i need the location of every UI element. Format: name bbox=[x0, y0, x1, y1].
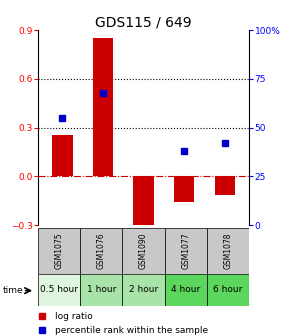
Bar bbox=[165, 228, 207, 274]
Text: log ratio: log ratio bbox=[55, 311, 93, 321]
Bar bbox=[174, 176, 194, 202]
Bar bbox=[207, 274, 249, 306]
Bar bbox=[38, 228, 80, 274]
Bar bbox=[80, 274, 122, 306]
Text: GSM1078: GSM1078 bbox=[224, 233, 232, 269]
Bar bbox=[80, 228, 122, 274]
Bar bbox=[122, 228, 165, 274]
Text: 4 hour: 4 hour bbox=[171, 285, 200, 294]
Text: 0.5 hour: 0.5 hour bbox=[40, 285, 78, 294]
Bar bbox=[133, 176, 154, 234]
Text: GSM1077: GSM1077 bbox=[181, 233, 190, 269]
Text: 1 hour: 1 hour bbox=[87, 285, 116, 294]
Text: GSM1075: GSM1075 bbox=[55, 233, 64, 269]
Bar bbox=[214, 176, 235, 195]
Bar bbox=[93, 38, 113, 176]
Text: 6 hour: 6 hour bbox=[213, 285, 243, 294]
Title: GDS115 / 649: GDS115 / 649 bbox=[95, 15, 192, 29]
Text: 2 hour: 2 hour bbox=[129, 285, 158, 294]
Bar bbox=[38, 274, 80, 306]
Text: GSM1076: GSM1076 bbox=[97, 233, 106, 269]
Bar bbox=[122, 274, 165, 306]
Bar bbox=[52, 135, 73, 176]
Text: time: time bbox=[3, 286, 23, 295]
Bar bbox=[207, 228, 249, 274]
Text: percentile rank within the sample: percentile rank within the sample bbox=[55, 326, 208, 335]
Text: GSM1090: GSM1090 bbox=[139, 233, 148, 269]
Bar bbox=[165, 274, 207, 306]
